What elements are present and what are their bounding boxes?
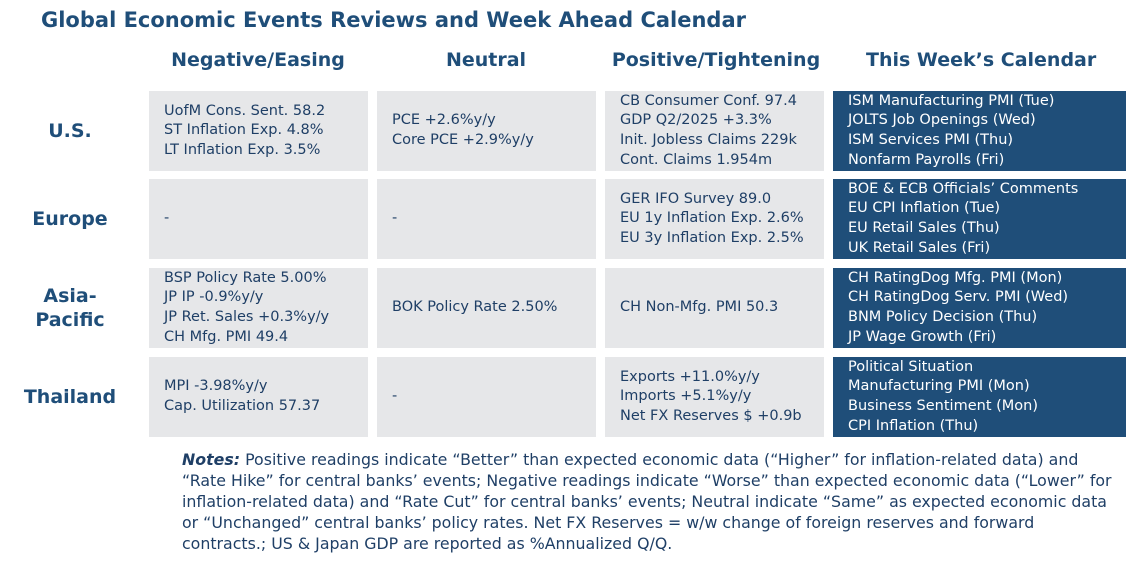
column-header-calendar: This Week’s Calendar [866,49,1097,71]
cell-line: EU 1y Inflation Exp. 2.6% [620,210,804,227]
cell-line: Init. Jobless Claims 229k [620,132,797,148]
page-title: Global Economic Events Reviews and Week … [41,8,746,32]
cell-line: BOK Policy Rate 2.50% [392,299,558,316]
calendar-line: BNM Policy Decision (Thu) [848,309,1038,325]
cell-thailand-neutral: - [377,357,596,437]
cell-line: CH Mfg. PMI 49.4 [164,328,289,345]
cell-us-positive: CB Consumer Conf. 97.4 GDP Q2/2025 +3.3%… [605,91,824,171]
calendar-line: ISM Manufacturing PMI (Tue) [848,92,1055,109]
cell-us-neutral: PCE +2.6%y/y Core PCE +2.9%y/y [377,91,596,171]
calendar-line: CPI Inflation (Thu) [848,417,979,434]
column-header-negative: Negative/Easing [171,49,345,71]
calendar-line: Nonfarm Payrolls (Fri) [848,151,1005,168]
row-label-asia-pacific: Asia- Pacific [0,268,140,348]
row-label-line: Pacific [35,309,105,331]
calendar-line: BOE & ECB Officials’ Comments [848,180,1079,197]
cell-line: - [392,210,398,227]
notes-text: Positive readings indicate “Better” than… [182,450,1112,553]
cell-us-negative: UofM Cons. Sent. 58.2 ST Inflation Exp. … [149,91,368,171]
cell-line: - [164,210,170,227]
row-label-line: Asia- [43,285,97,307]
cell-line: JP IP -0.9%y/y [164,289,264,306]
cell-europe-negative: - [149,179,368,259]
cell-line: GER IFO Survey 89.0 [620,190,772,207]
cell-line: - [392,388,398,405]
column-header-neutral: Neutral [445,49,527,71]
cell-line: GDP Q2/2025 +3.3% [620,112,772,129]
row-label-us: U.S. [48,120,92,142]
cell-thailand-negative: MPI -3.98%y/y Cap. Utilization 57.37 [149,357,368,437]
cell-us-calendar: ISM Manufacturing PMI (Tue) JOLTS Job Op… [833,91,1126,171]
cell-line: CH Non-Mfg. PMI 50.3 [620,299,779,316]
cell-line: Cap. Utilization 57.37 [164,398,321,414]
calendar-line: EU CPI Inflation (Tue) [848,200,1001,217]
calendar-line: JOLTS Job Openings (Wed) [848,112,1036,129]
cell-line: Exports +11.0%y/y [620,368,760,385]
cell-line: LT Inflation Exp. 3.5% [164,141,321,158]
cell-line: CB Consumer Conf. 97.4 [620,92,797,109]
calendar-line: CH RatingDog Serv. PMI (Wed) [848,289,1069,306]
cell-thailand-calendar: Political Situation Manufacturing PMI (M… [833,357,1126,437]
calendar-line: Business Sentiment (Mon) [848,398,1038,414]
cell-europe-neutral: - [377,179,596,259]
cell-line: Core PCE +2.9%y/y [392,132,534,148]
cell-line: Net FX Reserves $ +0.9b [620,407,802,424]
column-header-positive: Positive/Tightening [611,49,821,71]
cell-asia-calendar: CH RatingDog Mfg. PMI (Mon) CH RatingDog… [833,268,1126,348]
cell-line: ST Inflation Exp. 4.8% [164,122,324,139]
row-label-thailand: Thailand [23,386,117,408]
cell-europe-positive: GER IFO Survey 89.0 EU 1y Inflation Exp.… [605,179,824,259]
cell-line: BSP Policy Rate 5.00% [164,269,327,286]
calendar-line: CH RatingDog Mfg. PMI (Mon) [848,269,1063,286]
calendar-line: JP Wage Growth (Fri) [848,328,997,345]
cell-line: UofM Cons. Sent. 58.2 [164,102,326,119]
cell-asia-negative: BSP Policy Rate 5.00% JP IP -0.9%y/y JP … [149,268,368,348]
cell-asia-positive: CH Non-Mfg. PMI 50.3 [605,268,824,348]
calendar-line: Manufacturing PMI (Mon) [848,378,1030,395]
cell-line: Imports +5.1%y/y [620,388,752,405]
cell-asia-neutral: BOK Policy Rate 2.50% [377,268,596,348]
calendar-line: Political Situation [848,358,974,375]
cell-line: JP Ret. Sales +0.3%y/y [164,309,330,325]
cell-line: Cont. Claims 1.954m [620,151,773,168]
cell-europe-calendar: BOE & ECB Officials’ Comments EU CPI Inf… [833,179,1126,259]
notes-lead: Notes: [182,450,241,469]
calendar-line: EU Retail Sales (Thu) [848,220,1000,236]
cell-thailand-positive: Exports +11.0%y/y Imports +5.1%y/y Net F… [605,357,824,437]
cell-line: PCE +2.6%y/y [392,112,496,129]
row-label-europe: Europe [32,208,108,230]
calendar-line: UK Retail Sales (Fri) [848,239,991,256]
cell-line: EU 3y Inflation Exp. 2.5% [620,229,804,246]
cell-line: MPI -3.98%y/y [164,378,268,395]
calendar-line: ISM Services PMI (Thu) [848,132,1014,148]
notes: Notes: Positive readings indicate “Bette… [182,449,1117,554]
